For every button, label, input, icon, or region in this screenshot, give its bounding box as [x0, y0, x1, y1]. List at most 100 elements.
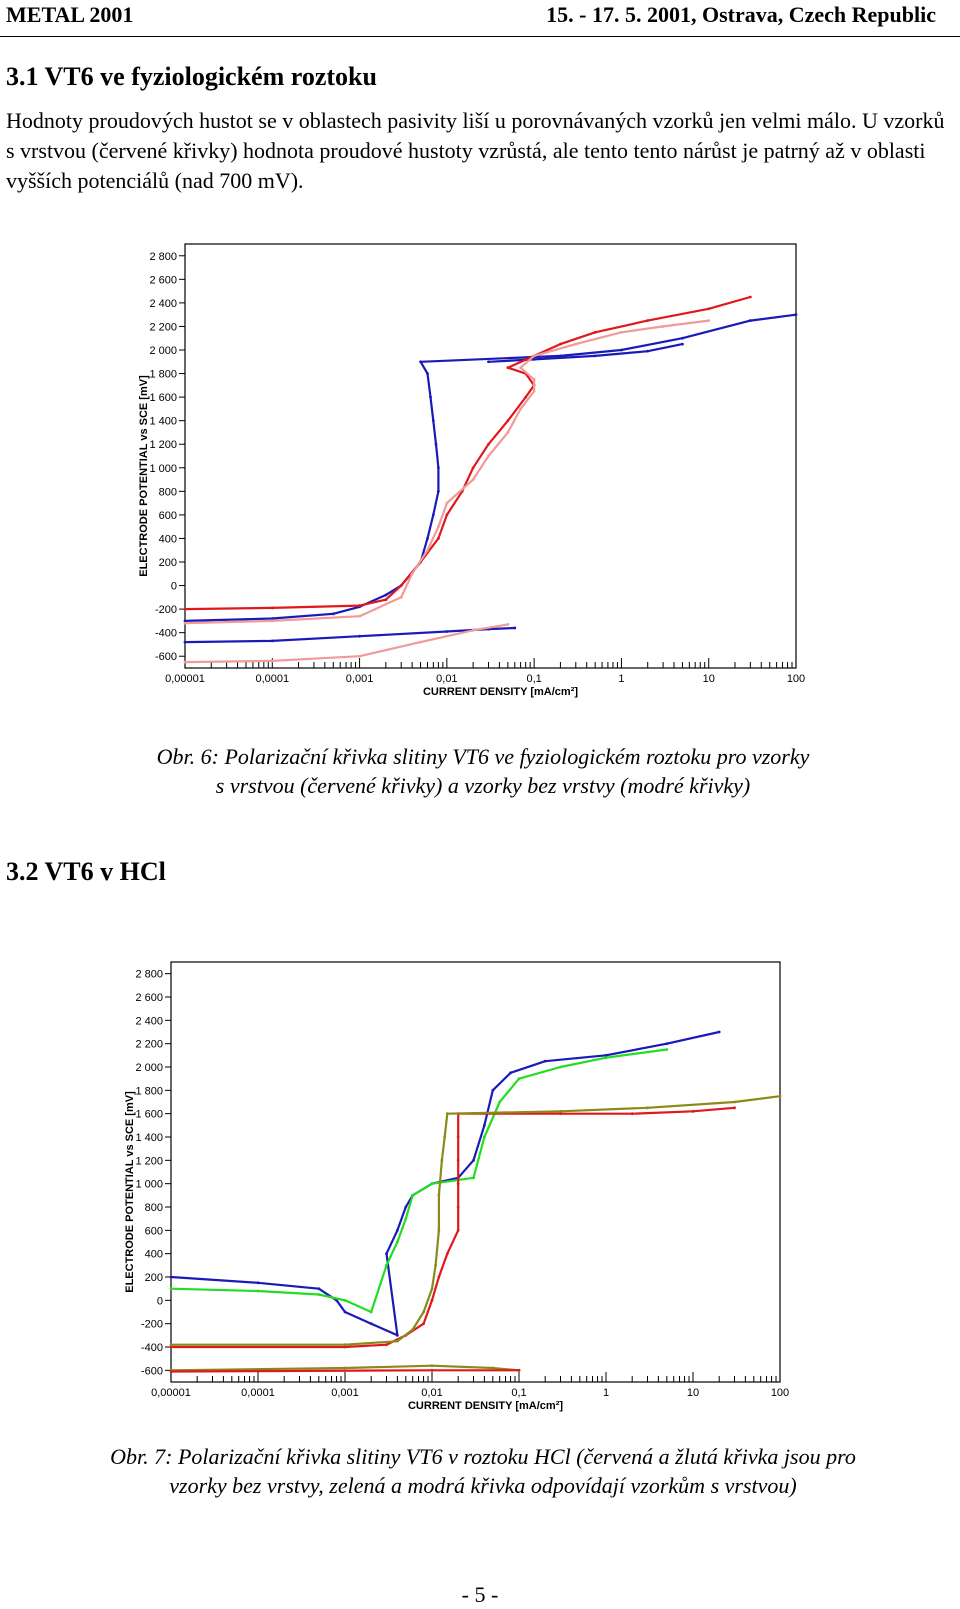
series-point	[524, 395, 528, 399]
series-point	[506, 366, 510, 370]
x-tick-label: 100	[787, 673, 805, 685]
series-point	[331, 612, 335, 616]
series-point	[482, 1135, 486, 1139]
series-point	[422, 1310, 425, 1314]
series-point	[429, 395, 432, 399]
series-point	[426, 372, 429, 375]
y-axis-label: ELECTRODE POTENTIAL vs SCE [mV]	[124, 1091, 136, 1293]
series-point	[169, 1345, 173, 1349]
x-tick-label: 0,0001	[255, 673, 289, 685]
y-tick-label: -200	[155, 604, 177, 616]
y-tick-label: 400	[159, 533, 177, 545]
series-point	[422, 1322, 425, 1326]
x-tick-label: 0,001	[346, 673, 374, 685]
series-line-2	[170, 1048, 667, 1314]
series-point	[646, 1106, 649, 1110]
series-point	[437, 1275, 441, 1279]
series-point	[183, 660, 187, 664]
series-point	[384, 593, 388, 597]
series-point	[411, 1328, 415, 1331]
series-point	[343, 1345, 347, 1349]
series-point	[445, 513, 449, 517]
series-point	[399, 595, 403, 599]
series-point	[431, 513, 435, 517]
series-point	[487, 442, 490, 446]
series-point	[646, 349, 650, 353]
figure-caption-7: Obr. 7: Polarizační křivka slitiny VT6 v…	[0, 1442, 960, 1500]
series-point	[748, 319, 752, 322]
series-point	[471, 628, 475, 632]
series-point	[487, 360, 490, 364]
x-tick-label: 0,00001	[151, 1387, 191, 1399]
chart-2-frame	[170, 961, 781, 1383]
y-tick-label: 2 200	[135, 1039, 163, 1051]
series-point	[506, 623, 510, 626]
series-point	[183, 621, 187, 625]
series-point	[358, 634, 361, 638]
series-point	[436, 537, 440, 540]
series-point	[519, 407, 523, 411]
series-point	[445, 1112, 449, 1116]
series-point	[681, 336, 684, 340]
series-point	[169, 1287, 173, 1291]
series-point	[681, 342, 684, 346]
section-heading-3-1: 3.1 VT6 ve fyziologickém roztoku	[6, 62, 377, 91]
series-point	[358, 614, 361, 618]
x-tick-label: 0,0001	[241, 1387, 275, 1399]
y-tick-label: 0	[157, 1295, 163, 1307]
x-axis-label: CURRENT DENSITY [mA/cm²]	[408, 1400, 563, 1412]
series-point	[506, 419, 510, 423]
series-point	[794, 313, 798, 317]
series-point	[343, 1366, 347, 1370]
series-point	[270, 606, 274, 610]
x-tick-label: 10	[703, 673, 715, 685]
series-point	[487, 454, 490, 458]
paragraph: Hodnoty proudových hustot se v oblastech…	[6, 108, 945, 193]
series-point	[593, 354, 597, 358]
series-point	[559, 354, 562, 358]
series-point	[707, 319, 711, 322]
x-tick-label: 0,01	[436, 673, 457, 685]
series-point	[183, 640, 187, 644]
series-point	[317, 1293, 321, 1296]
series-point	[411, 1193, 415, 1197]
series-point	[519, 366, 523, 370]
x-tick-label: 0,00001	[165, 673, 205, 685]
caption-line: Obr. 6: Polarizační křivka slitiny VT6 v…	[156, 744, 810, 769]
series-point	[748, 295, 752, 299]
series-point	[456, 1135, 460, 1139]
y-tick-label: 600	[145, 1225, 163, 1237]
series-point	[426, 537, 429, 540]
series-point	[733, 1100, 736, 1104]
series-point	[404, 1217, 408, 1221]
conference-date-place: 15. - 17. 5. 2001, Ostrava, Czech Republ…	[546, 2, 936, 27]
caption-line: Obr. 7: Polarizační křivka slitiny VT6 v…	[110, 1444, 856, 1469]
series-point	[430, 1182, 434, 1186]
y-tick-label: -400	[155, 628, 177, 640]
series-point	[410, 572, 414, 576]
y-tick-label: 1 600	[149, 392, 177, 404]
series-point	[559, 1109, 562, 1113]
series-point	[482, 1123, 486, 1127]
series-point	[343, 1310, 347, 1314]
series-point	[532, 389, 536, 393]
series-point	[733, 1106, 736, 1110]
series-point	[183, 619, 187, 623]
y-tick-label: 1 800	[135, 1085, 163, 1097]
y-tick-label: 2 000	[135, 1062, 163, 1074]
series-point	[517, 1368, 521, 1372]
series-point	[445, 1252, 449, 1256]
series-point	[419, 360, 422, 364]
series-point	[604, 1056, 608, 1060]
series-point	[317, 1287, 321, 1291]
y-tick-label: 1 400	[149, 416, 177, 428]
series-point	[437, 1228, 441, 1232]
series-point	[256, 1289, 260, 1293]
series-point	[430, 1368, 434, 1372]
series-point	[385, 1343, 388, 1347]
series-point	[399, 584, 403, 587]
y-axis-label: ELECTRODE POTENTIAL vs SCE [mV]	[138, 375, 150, 577]
series-point	[456, 1182, 460, 1186]
series-point	[559, 1112, 562, 1116]
series-point	[384, 598, 388, 602]
